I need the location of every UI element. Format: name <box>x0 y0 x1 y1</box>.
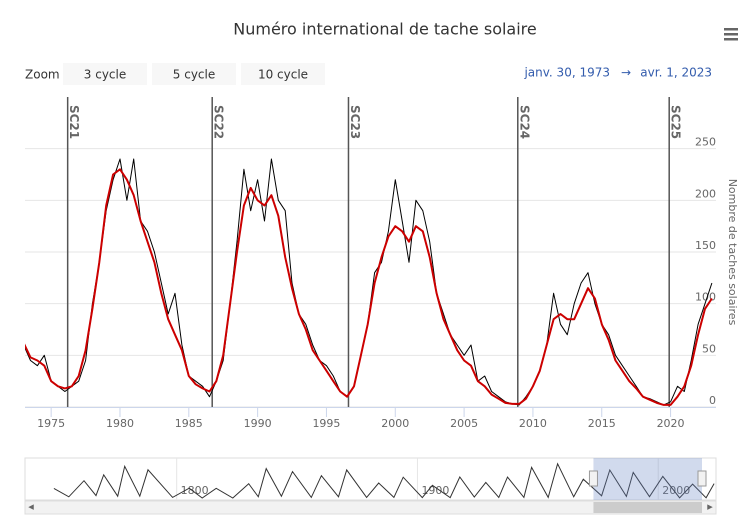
cycle-label: SC24 <box>517 105 531 139</box>
x-tick-label: 1975 <box>37 417 65 430</box>
navigator-handle[interactable] <box>697 470 707 487</box>
scrollbar-thumb[interactable] <box>593 502 702 513</box>
button-label: 3 cycle <box>84 68 126 82</box>
x-tick-label: 2010 <box>519 417 547 430</box>
x-tick-label: 1980 <box>106 417 134 430</box>
cycle-label: SC23 <box>348 105 362 139</box>
navigator-tick-label: 1900 <box>421 484 449 497</box>
cycle-label: SC25 <box>669 105 683 139</box>
zoom-button[interactable]: 10 cycle <box>241 63 325 85</box>
y-axis-title: Nombre de taches solaires <box>726 179 739 326</box>
zoom-button[interactable]: 5 cycle <box>152 63 236 85</box>
y-tick-label: 200 <box>695 187 716 200</box>
button-bg <box>63 63 147 85</box>
menu-bar <box>724 28 738 31</box>
menu-button[interactable] <box>724 28 738 41</box>
plot-area <box>25 158 713 406</box>
zoom-button[interactable]: 3 cycle <box>63 63 147 85</box>
x-tick-label: 2000 <box>381 417 409 430</box>
y-tick-label: 250 <box>695 136 716 149</box>
date-range: janv. 30, 1973 → avr. 1, 2023 <box>523 66 712 80</box>
navigator-area <box>53 462 715 499</box>
series-line <box>25 168 713 406</box>
navigator-handle[interactable] <box>588 470 598 487</box>
button-bg <box>152 63 236 85</box>
navigator-tick-label: 1800 <box>181 484 209 497</box>
scrollbar[interactable] <box>24 500 717 515</box>
x-tick-label: 1990 <box>244 417 272 430</box>
scroll-left[interactable]: ◂ <box>28 500 34 513</box>
chart-title: Numéro international de tache solaire <box>233 20 537 39</box>
x-tick-label: 2005 <box>450 417 478 430</box>
y-tick-label: 0 <box>709 394 716 407</box>
series-line <box>25 158 713 406</box>
x-tick-label: 2015 <box>588 417 616 430</box>
x-tick-label: 1995 <box>312 417 340 430</box>
menu-bar <box>724 33 738 36</box>
y-tick-label: 50 <box>702 342 716 355</box>
menu-bar <box>724 38 738 41</box>
cycle-label: SC22 <box>212 105 226 139</box>
x-tick-label: 1985 <box>175 417 203 430</box>
button-bg <box>241 63 325 85</box>
cycle-label: SC21 <box>67 105 81 139</box>
zoom-buttons: 3 cycle 5 cycle 10 cycle <box>63 63 325 85</box>
scroll-right[interactable]: ▸ <box>707 500 713 513</box>
navigator-selection <box>593 458 702 500</box>
range-arrow: → <box>621 66 631 80</box>
x-tick-label: 2020 <box>657 417 685 430</box>
navigator-line <box>53 462 715 499</box>
button-label: 10 cycle <box>258 68 308 82</box>
button-label: 5 cycle <box>173 68 215 82</box>
range-from: janv. 30, 1973 <box>523 66 610 80</box>
range-to: avr. 1, 2023 <box>640 66 712 80</box>
zoom-label: Zoom <box>25 68 60 82</box>
y-tick-label: 150 <box>695 239 716 252</box>
navigator-frame <box>24 457 717 501</box>
